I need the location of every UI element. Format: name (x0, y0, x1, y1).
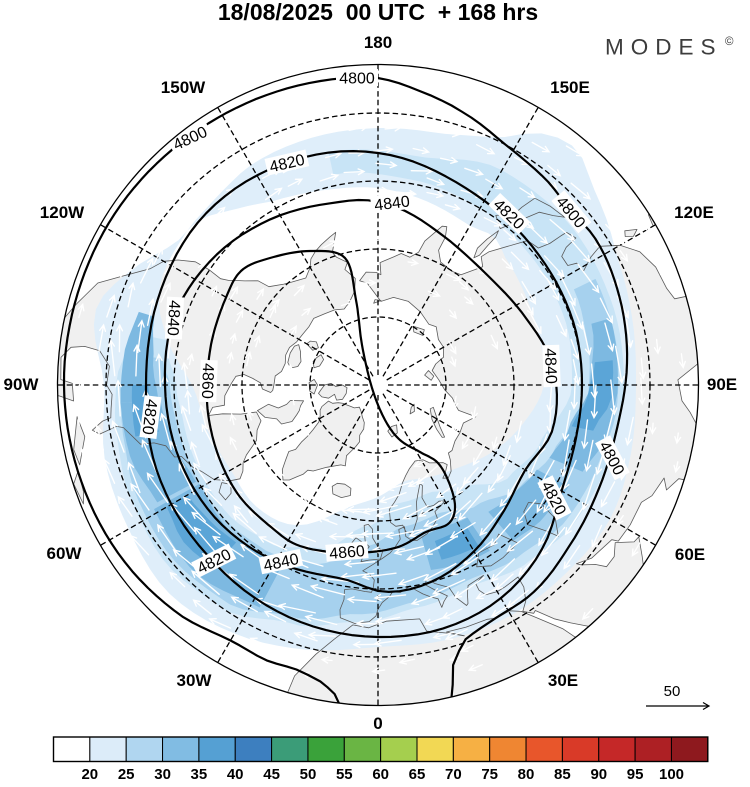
svg-text:150E: 150E (550, 78, 590, 97)
svg-text:18/08/2025 00 UTC + 168 hrs: 18/08/2025 00 UTC + 168 hrs (218, 0, 538, 25)
svg-text:60E: 60E (675, 545, 705, 564)
svg-text:90W: 90W (4, 375, 40, 394)
svg-text:30: 30 (154, 766, 171, 782)
svg-text:95: 95 (627, 766, 644, 782)
svg-text:40: 40 (227, 766, 244, 782)
svg-text:60: 60 (372, 766, 389, 782)
svg-text:85: 85 (554, 766, 571, 782)
svg-text:4840: 4840 (541, 348, 559, 384)
svg-text:120W: 120W (40, 203, 85, 222)
svg-text:©: © (725, 36, 734, 48)
svg-text:60W: 60W (47, 544, 83, 563)
svg-text:50: 50 (300, 766, 317, 782)
svg-text:70: 70 (445, 766, 462, 782)
svg-text:4860: 4860 (329, 543, 366, 563)
svg-text:55: 55 (336, 766, 353, 782)
svg-text:65: 65 (409, 766, 426, 782)
svg-text:35: 35 (191, 766, 208, 782)
svg-text:180: 180 (364, 33, 392, 52)
svg-text:90E: 90E (707, 375, 737, 394)
svg-text:25: 25 (118, 766, 135, 782)
svg-text:30E: 30E (548, 671, 578, 690)
svg-text:90: 90 (590, 766, 607, 782)
svg-text:80: 80 (518, 766, 535, 782)
svg-text:30W: 30W (177, 671, 213, 690)
svg-text:4840: 4840 (373, 193, 411, 214)
svg-text:0: 0 (373, 714, 382, 733)
svg-text:4840: 4840 (164, 300, 183, 337)
svg-text:150W: 150W (161, 78, 206, 97)
svg-text:75: 75 (481, 766, 498, 782)
svg-text:4800: 4800 (339, 71, 375, 88)
svg-text:50: 50 (664, 683, 681, 700)
svg-text:4860: 4860 (198, 363, 216, 399)
svg-text:20: 20 (81, 766, 98, 782)
svg-text:4820: 4820 (138, 398, 159, 436)
svg-text:MODES: MODES (605, 35, 723, 60)
svg-text:120E: 120E (674, 203, 714, 222)
svg-text:100: 100 (659, 766, 684, 782)
svg-text:45: 45 (263, 766, 280, 782)
